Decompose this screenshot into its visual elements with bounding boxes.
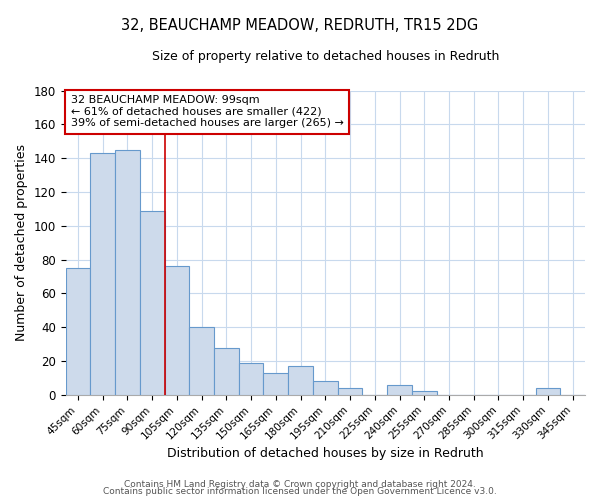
Bar (536, 388, 560, 395)
Bar (91, 153, 115, 395)
Bar (313, 382, 338, 395)
X-axis label: Distribution of detached houses by size in Redruth: Distribution of detached houses by size … (167, 447, 484, 460)
Text: Contains public sector information licensed under the Open Government Licence v3: Contains public sector information licen… (103, 488, 497, 496)
Bar (263, 373, 288, 395)
Bar (239, 362, 263, 395)
Bar (288, 366, 313, 395)
Title: Size of property relative to detached houses in Redruth: Size of property relative to detached ho… (152, 50, 499, 63)
Bar (387, 384, 412, 395)
Bar (164, 266, 190, 395)
Bar (115, 150, 140, 395)
Bar (65, 268, 91, 395)
Bar (140, 210, 164, 395)
Bar (338, 388, 362, 395)
Bar (412, 392, 437, 395)
Bar (214, 348, 239, 395)
Text: 32 BEAUCHAMP MEADOW: 99sqm
← 61% of detached houses are smaller (422)
39% of sem: 32 BEAUCHAMP MEADOW: 99sqm ← 61% of deta… (71, 95, 344, 128)
Text: Contains HM Land Registry data © Crown copyright and database right 2024.: Contains HM Land Registry data © Crown c… (124, 480, 476, 489)
Text: 32, BEAUCHAMP MEADOW, REDRUTH, TR15 2DG: 32, BEAUCHAMP MEADOW, REDRUTH, TR15 2DG (121, 18, 479, 32)
Bar (190, 327, 214, 395)
Y-axis label: Number of detached properties: Number of detached properties (15, 144, 28, 341)
